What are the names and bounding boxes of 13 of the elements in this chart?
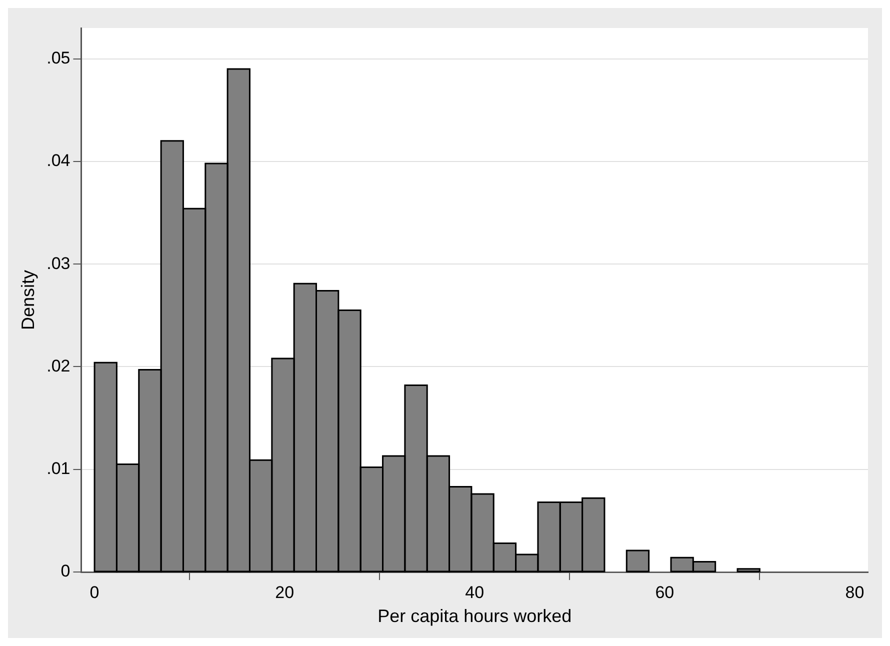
y-tick-label: .04 [46,151,70,170]
y-axis-title: Density [18,270,38,330]
y-tick-label: .03 [46,254,70,273]
x-tick-label: 40 [465,582,484,602]
y-tick-label: .02 [46,356,70,376]
x-tick-label: 80 [845,582,864,602]
x-axis-title: Per capita hours worked [378,606,572,626]
y-tick-label: .05 [46,48,70,68]
y-tick-label: .01 [46,459,70,478]
x-tick-label: 0 [90,582,100,602]
x-tick-label: 60 [655,582,674,602]
y-tick-label: 0 [60,562,70,581]
x-tick-label: 20 [275,582,294,602]
